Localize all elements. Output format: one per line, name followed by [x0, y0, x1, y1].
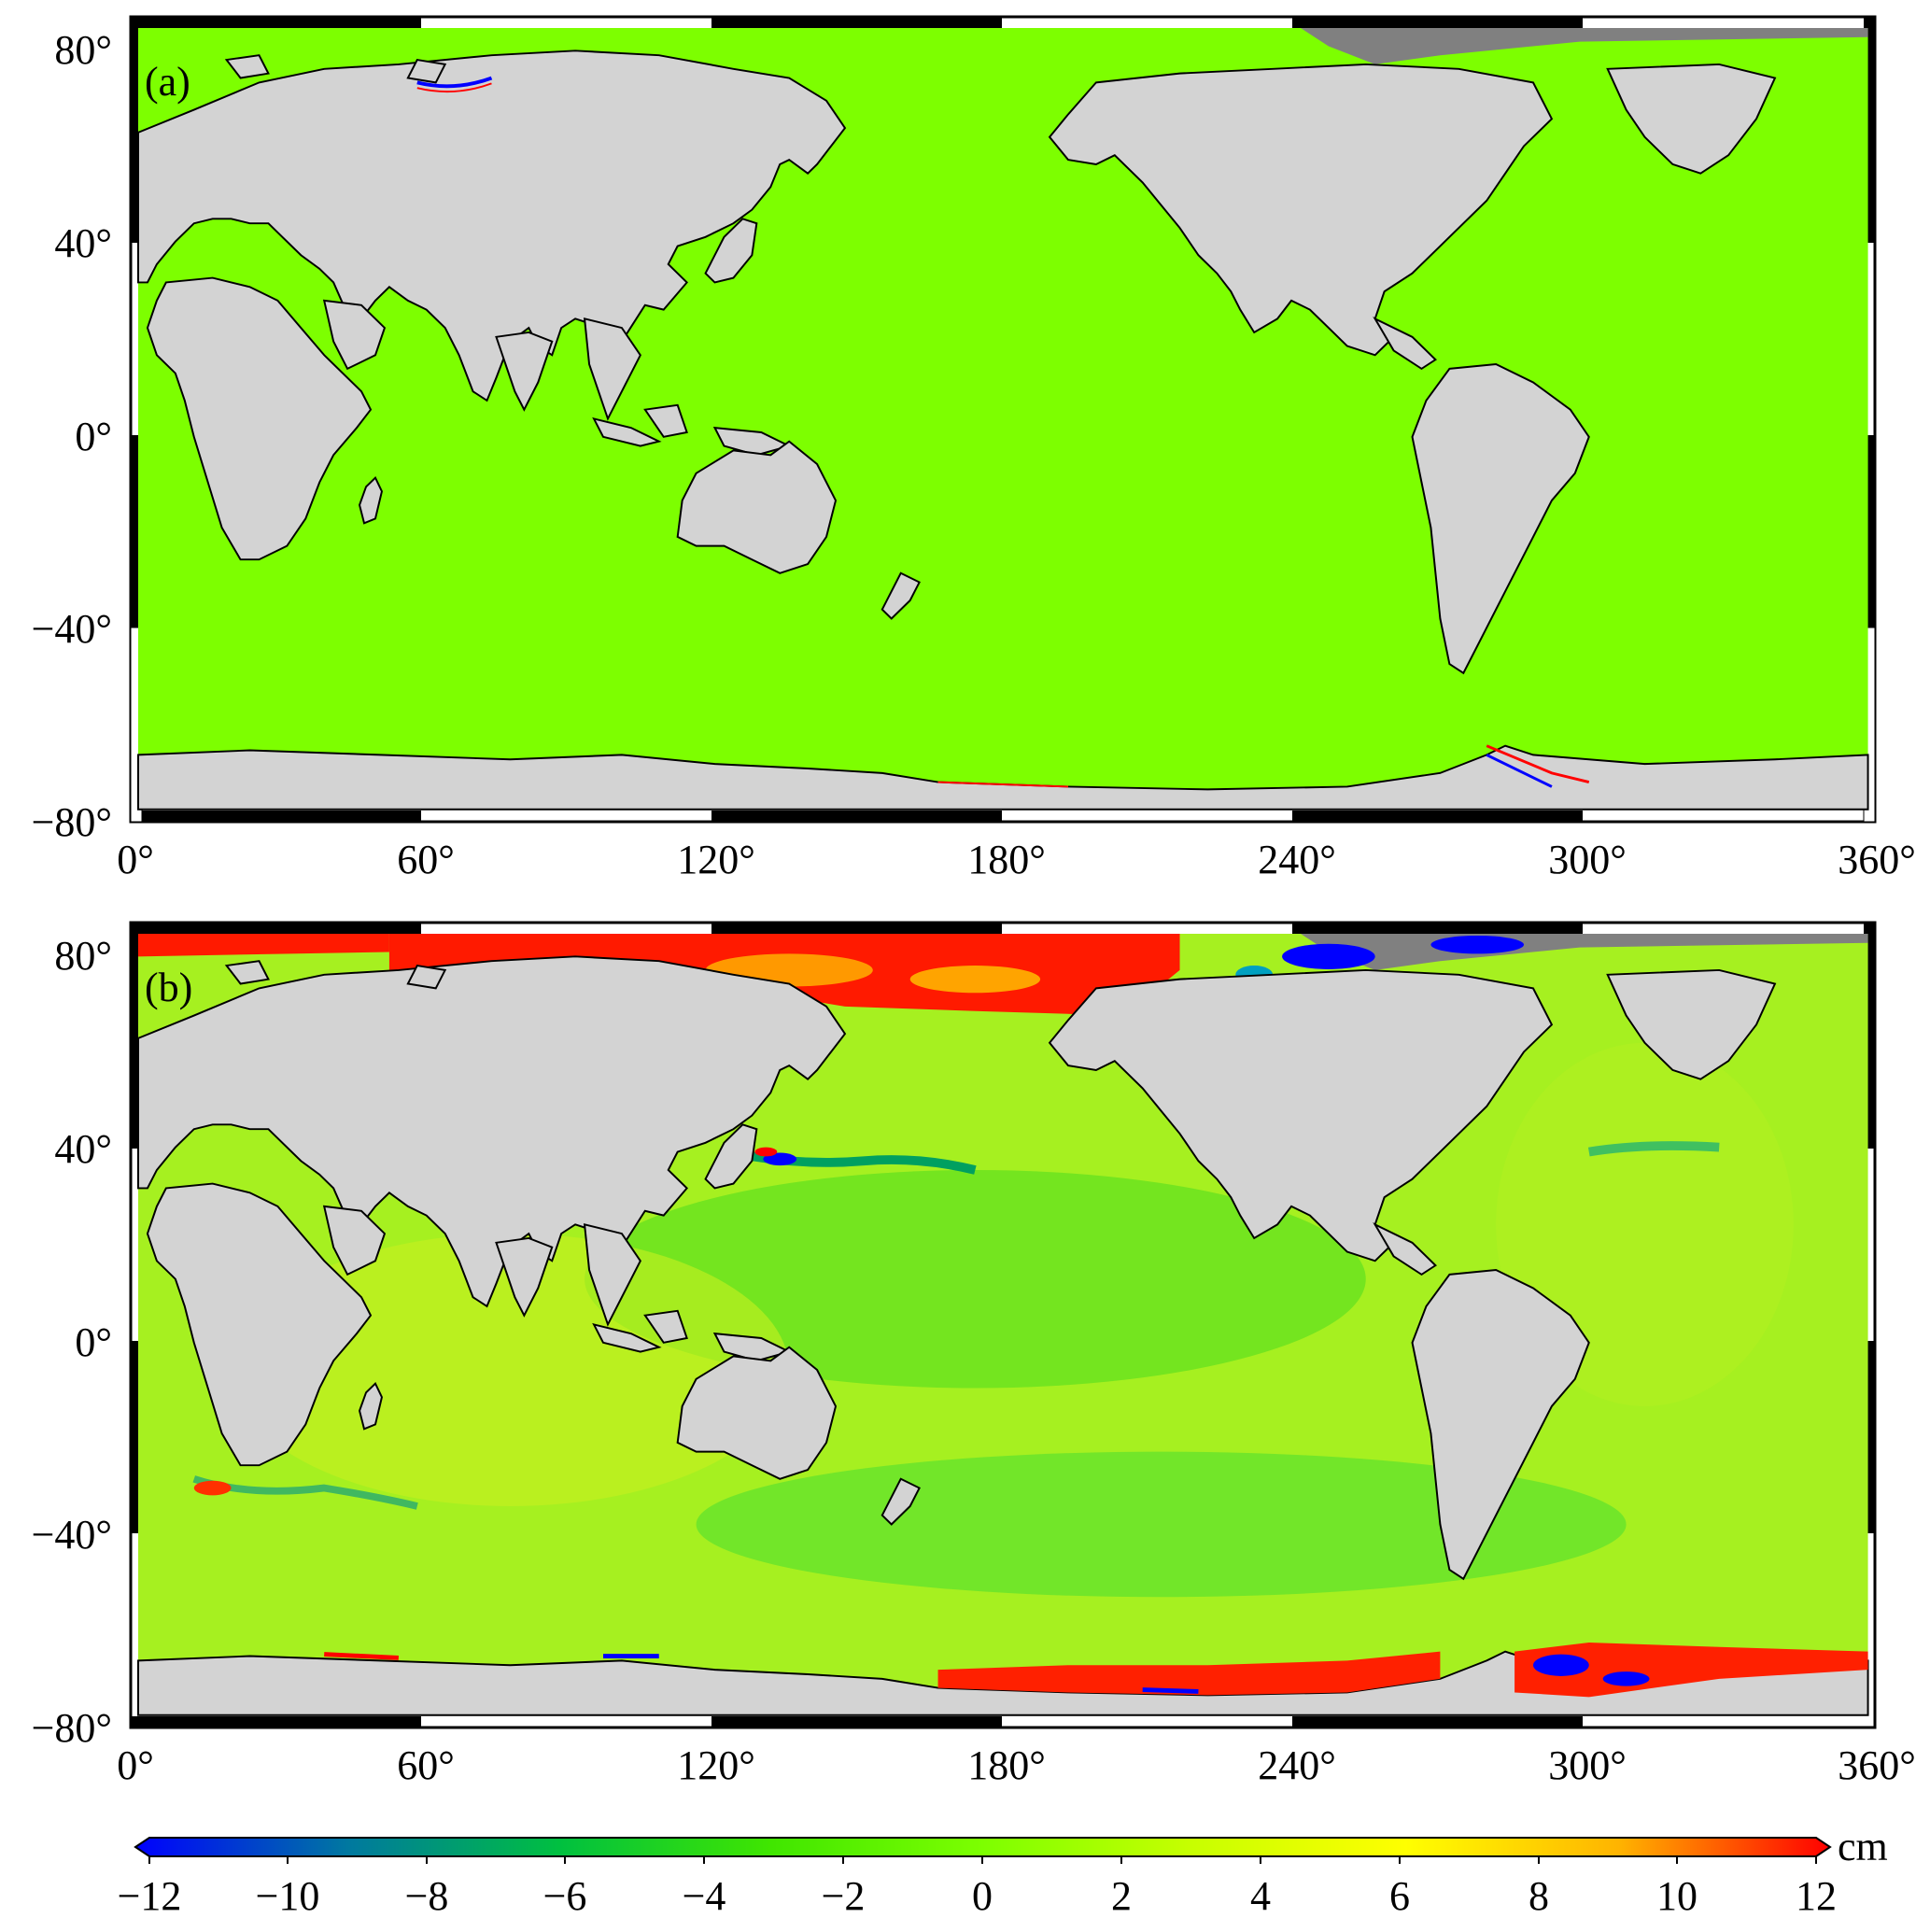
colorbar: cm −12 −10 −8 −6 −4 −2 0 2 4 6 8 10 12 — [118, 1824, 1888, 1919]
panel-a: (a) — [129, 15, 1877, 824]
panel-a-ytick: 0° — [75, 414, 112, 459]
colorbar-tick-label: 2 — [1111, 1873, 1132, 1919]
panel-a-label: (a) — [145, 59, 190, 105]
panel-a-xtick: 360° — [1838, 837, 1916, 882]
panel-a-xtick: 120° — [677, 837, 755, 882]
colorbar-tick-label: 12 — [1796, 1873, 1837, 1919]
panel-b-xtick: 180° — [967, 1742, 1046, 1788]
colorbar-ticks — [148, 1856, 1817, 1864]
colorbar-tick-labels: −12 −10 −8 −6 −4 −2 0 2 4 6 8 10 12 — [118, 1873, 1837, 1919]
colorbar-tick-label: 10 — [1656, 1873, 1698, 1919]
panel-a-map — [137, 28, 1869, 811]
panel-b-xtick: 240° — [1258, 1742, 1336, 1788]
panel-a-ytick: −40° — [32, 606, 112, 652]
panel-b-ytick: 80° — [54, 933, 112, 979]
panel-a-xtick: 0° — [117, 837, 154, 882]
panel-a-xtick: 60° — [397, 837, 455, 882]
panel-a-ytick: 80° — [54, 27, 112, 73]
panel-b-label: (b) — [145, 965, 192, 1010]
panel-a-xtick: 180° — [967, 837, 1046, 882]
panel-b-x-ticks: 0° 60° 120° 180° 240° 300° 360° — [117, 1742, 1916, 1788]
colorbar-tick-label: −10 — [256, 1873, 320, 1919]
colorbar-tick-label: 0 — [972, 1873, 993, 1919]
panel-b-ytick: −40° — [32, 1512, 112, 1558]
panel-a-ytick: 40° — [54, 220, 112, 266]
colorbar-tick-label: 8 — [1529, 1873, 1549, 1919]
panel-b: (b) — [129, 921, 1877, 1729]
panel-b-y-ticks: 80° 40° 0° −40° −80° — [32, 933, 112, 1751]
colorbar-tick-label: −8 — [405, 1873, 449, 1919]
panel-a-xtick: 240° — [1258, 837, 1336, 882]
colorbar-tick-label: −4 — [683, 1873, 726, 1919]
colorbar-tick-label: −2 — [822, 1873, 866, 1919]
panel-b-ytick: −80° — [32, 1705, 112, 1751]
panel-b-map — [137, 934, 1869, 1716]
colorbar-tick-label: −12 — [118, 1873, 182, 1919]
panel-b-xtick: 300° — [1548, 1742, 1627, 1788]
panel-b-xtick: 360° — [1838, 1742, 1916, 1788]
panel-a-xtick: 300° — [1548, 837, 1627, 882]
panel-b-ytick: 40° — [54, 1126, 112, 1172]
panel-b-xtick: 0° — [117, 1742, 154, 1788]
colorbar-tick-label: −6 — [543, 1873, 587, 1919]
colorbar-tick-label: 4 — [1250, 1873, 1271, 1919]
colorbar-unit: cm — [1838, 1824, 1888, 1869]
panel-a-y-ticks: 80° 40° 0° −40° −80° — [32, 27, 112, 845]
panel-a-ytick: −80° — [32, 799, 112, 845]
colorbar-tick-label: 6 — [1389, 1873, 1410, 1919]
panel-a-x-ticks: 0° 60° 120° 180° 240° 300° 360° — [117, 837, 1916, 882]
panel-b-ytick: 0° — [75, 1319, 112, 1365]
panel-b-xtick: 60° — [397, 1742, 455, 1788]
panel-b-xtick: 120° — [677, 1742, 755, 1788]
